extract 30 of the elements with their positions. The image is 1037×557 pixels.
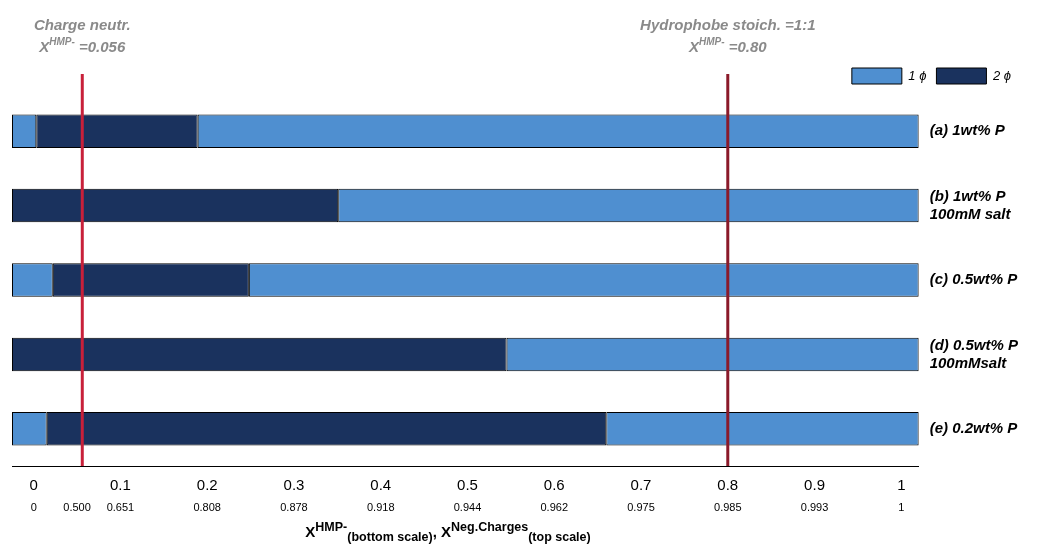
x-tick-label: 0.9 — [804, 476, 825, 494]
text: 0.918 — [366, 500, 395, 513]
x-tick-label: 0.4 — [370, 476, 392, 494]
y-tick-label: (e) 0.2wt% P — [929, 418, 1019, 436]
legend-label: 2 ϕ — [991, 67, 1012, 83]
text: 0.985 — [714, 500, 742, 513]
x-tick-label: 0.6 — [543, 476, 565, 494]
y-tick-label: (a) 1wt% P — [929, 121, 1006, 139]
text: 0.500 — [63, 500, 91, 513]
text: 0.808 — [193, 500, 221, 513]
y-tick-label: (c) 0.5wt% P — [929, 270, 1019, 288]
x-tick-label: 0.7 — [630, 476, 652, 494]
x-tick-label: 0.3 — [283, 476, 305, 494]
x-tick-label: 0.2 — [196, 476, 218, 494]
text: 0 — [30, 500, 37, 513]
x-tick-label: 1 — [897, 476, 906, 494]
x-tick-label: 0.5 — [457, 476, 478, 494]
x-tick-label: 0.8 — [717, 476, 739, 494]
text: 0.878 — [280, 500, 308, 513]
y-tick-label: (b) 1wt% P 100mM salt — [929, 186, 1012, 222]
y-tick-label: (d) 0.5wt% P 100mMsalt — [929, 335, 1019, 371]
x-tick-label: 0.1 — [110, 476, 131, 494]
legend-label: 1 ϕ — [908, 67, 927, 83]
x-tick-label: 0 — [29, 476, 38, 494]
text: 0.944 — [453, 500, 482, 513]
text: 1 — [898, 500, 905, 513]
text: 0.993 — [800, 500, 829, 513]
text: 0.975 — [627, 500, 655, 513]
text: 0.651 — [106, 500, 135, 513]
text: 0.962 — [540, 500, 569, 513]
